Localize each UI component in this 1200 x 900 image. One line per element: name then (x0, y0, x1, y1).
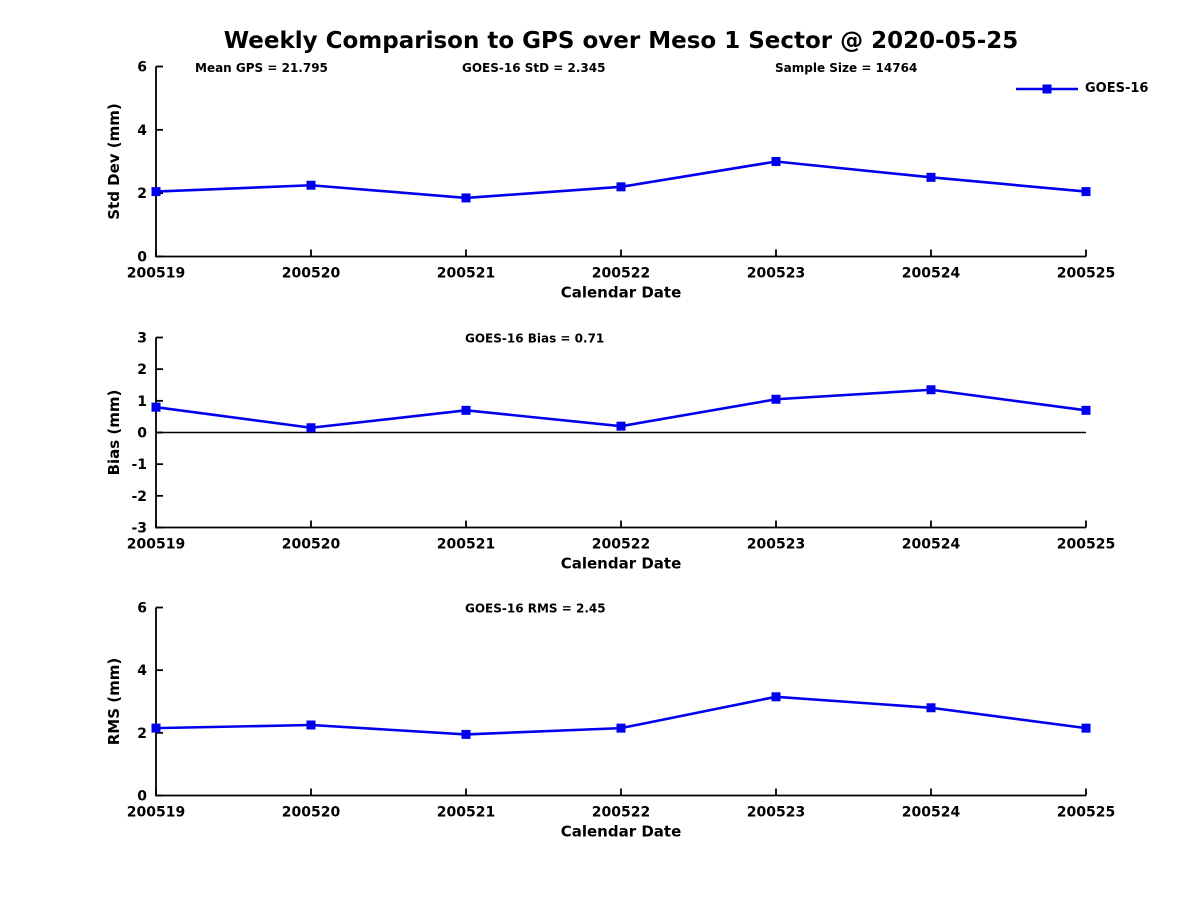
data-point-marker (461, 405, 471, 415)
y-tick-label: -2 (131, 489, 147, 505)
x-tick-label: 200525 (1057, 266, 1115, 282)
x-tick-label: 200519 (127, 805, 185, 821)
figure-title: Weekly Comparison to GPS over Meso 1 Sec… (223, 28, 1019, 54)
y-tick-label: 1 (137, 394, 147, 410)
data-point-marker (926, 172, 936, 182)
data-point-marker (616, 421, 626, 431)
x-tick-label: 200523 (747, 266, 805, 282)
y-tick-label: 2 (137, 726, 147, 742)
y-axis-title: Std Dev (mm) (105, 103, 123, 220)
y-tick-label: 2 (137, 362, 147, 378)
data-point-marker (1081, 405, 1091, 415)
data-point-marker (771, 157, 781, 166)
y-tick-label: 6 (137, 601, 147, 617)
y-tick-label: 0 (137, 789, 147, 805)
x-axis-title: Calendar Date (561, 284, 682, 302)
legend-marker-icon (1016, 84, 1078, 93)
x-tick-label: 200524 (902, 805, 961, 821)
y-tick-label: 2 (137, 186, 147, 202)
x-tick-label: 200525 (1057, 537, 1115, 553)
y-tick-label: 3 (137, 331, 147, 347)
data-point-marker (1081, 187, 1091, 197)
data-point-marker (461, 193, 471, 203)
data-point-marker (616, 182, 626, 192)
y-tick-label: 4 (137, 123, 147, 139)
x-tick-label: 200520 (282, 266, 341, 282)
y-tick-label: 4 (137, 663, 147, 679)
data-point-marker (926, 385, 936, 395)
x-tick-label: 200524 (902, 537, 961, 553)
series-line (155, 160, 1087, 200)
x-tick-label: 200522 (592, 266, 650, 282)
data-point-marker (151, 723, 161, 733)
x-tick-label: 200522 (592, 805, 650, 821)
data-point-marker (771, 394, 781, 404)
annotation-mean-gps: Mean GPS = 21.795 (195, 61, 328, 75)
data-point-marker (306, 720, 316, 730)
data-point-marker (1081, 723, 1091, 733)
data-point-marker (926, 703, 936, 713)
data-point-marker (306, 423, 316, 433)
data-point-marker (151, 187, 161, 197)
y-tick-label: 0 (137, 250, 147, 266)
x-tick-label: 200524 (902, 266, 961, 282)
y-tick-label: -3 (131, 521, 147, 537)
legend: GOES-16 (1016, 81, 1148, 96)
x-tick-label: 200521 (437, 805, 495, 821)
data-point-marker (771, 692, 781, 702)
subplot-annotation: GOES-16 RMS = 2.45 (465, 602, 606, 616)
x-tick-label: 200521 (437, 537, 495, 553)
subplot-annotation: GOES-16 Bias = 0.71 (465, 332, 604, 346)
x-axis-title: Calendar Date (561, 823, 682, 841)
x-tick-label: 200521 (437, 266, 495, 282)
x-tick-label: 200525 (1057, 805, 1115, 821)
y-tick-label: 0 (137, 426, 147, 442)
y-axis-title: Bias (mm) (105, 390, 123, 476)
x-axis-title: Calendar Date (561, 555, 682, 573)
y-axis-title: RMS (mm) (105, 658, 123, 745)
y-tick-label: -1 (131, 457, 147, 473)
y-tick-label: 6 (137, 60, 147, 76)
x-tick-label: 200519 (127, 266, 185, 282)
data-point-marker (616, 723, 626, 733)
annotation-goes16-std: GOES-16 StD = 2.345 (462, 61, 606, 75)
x-tick-label: 200523 (747, 805, 805, 821)
legend-label: GOES-16 (1085, 81, 1149, 96)
annotation-sample-size: Sample Size = 14764 (775, 61, 918, 75)
x-tick-label: 200522 (592, 537, 650, 553)
x-tick-label: 200523 (747, 537, 805, 553)
data-point-marker (461, 729, 471, 739)
x-tick-label: 200520 (282, 537, 341, 553)
x-tick-label: 200519 (127, 537, 185, 553)
x-tick-label: 200520 (282, 805, 341, 821)
data-point-marker (306, 180, 316, 190)
data-point-marker (151, 402, 161, 412)
